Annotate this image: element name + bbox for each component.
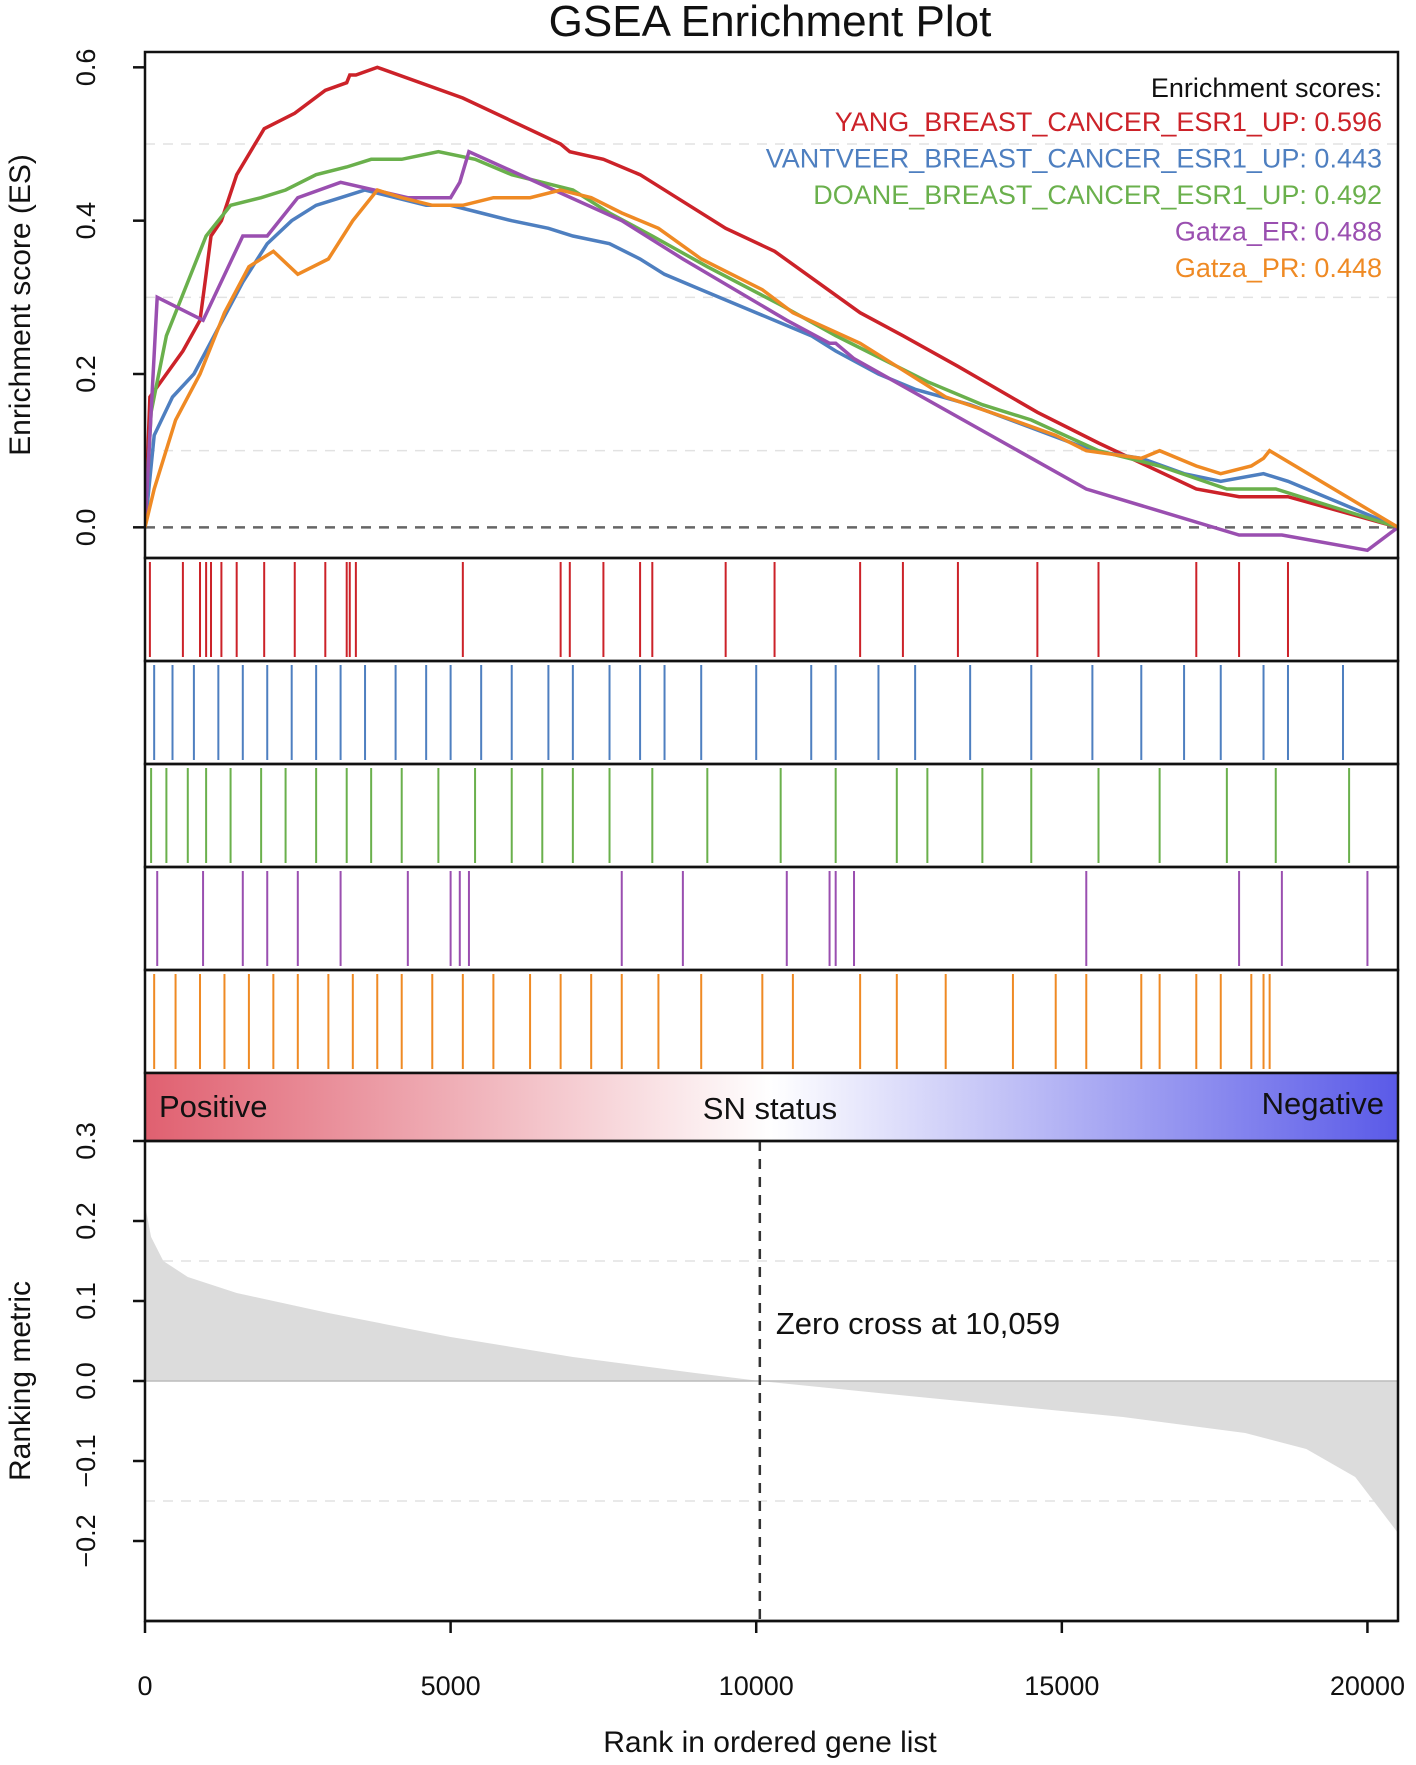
es-y-axis-label: Enrichment score (ES) [4, 154, 37, 456]
hit-track-frame [143, 556, 1400, 663]
rank-y-axis: −0.2 −0.1 0.0 0.1 0.2 0.3 [71, 1122, 145, 1568]
hit-track-3 [143, 762, 1400, 869]
xtick-label: 10000 [719, 1671, 794, 1701]
rank-ytick-label: 0.1 [71, 1282, 101, 1320]
rank-y-axis-label: Ranking metric [4, 1281, 37, 1481]
hit-track-2 [143, 659, 1400, 766]
rank-ytick-label: 0.2 [71, 1202, 101, 1240]
zero-cross-label: Zero cross at 10,059 [776, 1306, 1060, 1341]
es-ytick-label: 0.0 [71, 509, 101, 547]
sn-status-bar: Positive SN status Negative [143, 1071, 1400, 1143]
ranking-metric-area [145, 1205, 1398, 1533]
xtick-label: 0 [137, 1671, 152, 1701]
rank-ytick-label: −0.1 [71, 1434, 101, 1487]
hit-track-frame [143, 865, 1400, 972]
status-left-label: Positive [159, 1089, 268, 1124]
es-panel: 0.0 0.2 0.4 0.6 Enrichment score (ES) Enric… [4, 49, 1400, 560]
x-axis: 0 5000 10000 15000 20000 [137, 1619, 1405, 1701]
es-curve-1 [145, 65, 1398, 529]
sn-status-gradient [143, 1071, 1400, 1143]
legend-entry-3: DOANE_BREAST_CANCER_ESR1_UP: 0.492 [813, 180, 1382, 210]
legend-entry-1: YANG_BREAST_CANCER_ESR1_UP: 0.596 [835, 107, 1382, 137]
x-axis-label: Rank in ordered gene list [603, 1726, 937, 1759]
rank-ytick-label: 0.3 [71, 1122, 101, 1160]
legend: Enrichment scores: YANG_BREAST_CANCER_ES… [766, 73, 1382, 283]
hit-track-5 [143, 968, 1400, 1075]
legend-entry-4: Gatza_ER: 0.488 [1175, 217, 1382, 247]
es-ytick-label: 0.4 [71, 202, 101, 240]
legend-title: Enrichment scores: [1151, 73, 1382, 103]
hit-track-4 [143, 865, 1400, 972]
rank-gridlines [145, 1260, 1398, 1502]
es-y-axis: 0.0 0.2 0.4 0.6 [71, 49, 145, 547]
es-curve-4 [145, 149, 1398, 553]
hit-track-1 [143, 556, 1400, 663]
rank-ytick-label: −0.2 [71, 1514, 101, 1567]
es-ytick-label: 0.6 [71, 49, 101, 87]
hit-track-frame [143, 659, 1400, 766]
xtick-label: 15000 [1024, 1671, 1099, 1701]
es-curve-3 [145, 149, 1398, 529]
status-right-label: Negative [1262, 1086, 1384, 1121]
es-curve-5 [145, 187, 1398, 529]
hit-tracks [143, 556, 1400, 1075]
es-ytick-label: 0.2 [71, 355, 101, 393]
es-curves [145, 65, 1398, 553]
hit-track-frame [143, 968, 1400, 1075]
legend-entry-2: VANTVEER_BREAST_CANCER_ESR1_UP: 0.443 [766, 144, 1382, 174]
es-gridlines [145, 143, 1398, 452]
xtick-label: 20000 [1330, 1671, 1405, 1701]
status-center-label: SN status [703, 1091, 837, 1126]
chart-title: GSEA Enrichment Plot [549, 0, 992, 46]
ranking-panel: Zero cross at 10,059 −0.2 −0.1 0.0 0.1 0.2 0.… [4, 1122, 1405, 1759]
xtick-label: 5000 [421, 1671, 481, 1701]
hit-track-frame [143, 762, 1400, 869]
legend-entry-5: Gatza_PR: 0.448 [1175, 253, 1382, 283]
rank-ytick-label: 0.0 [71, 1362, 101, 1400]
